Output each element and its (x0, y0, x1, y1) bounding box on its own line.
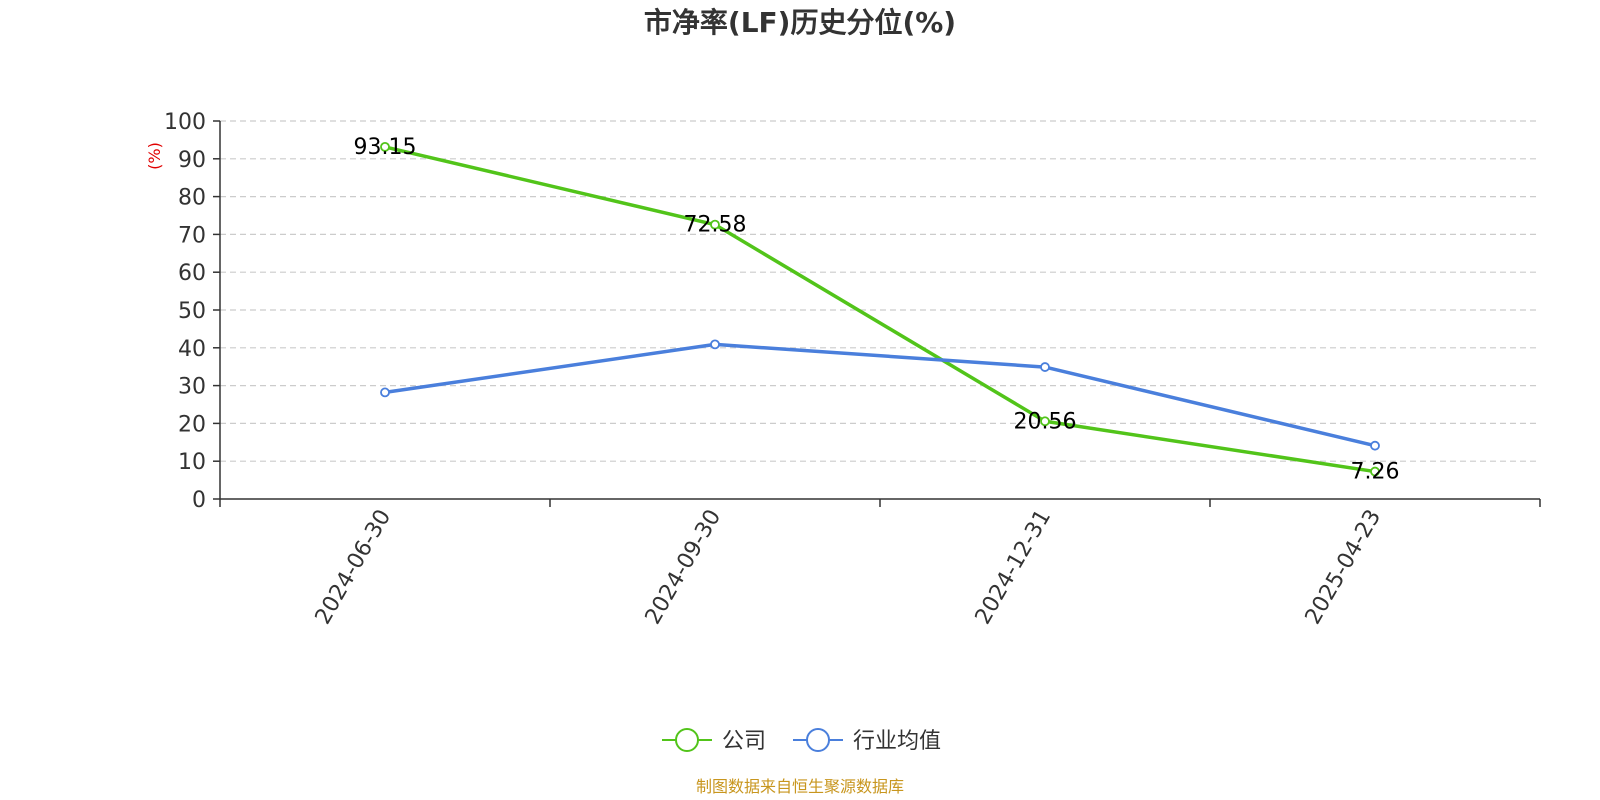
y-tick-label: 40 (178, 337, 206, 362)
series: 93.15 72.58 20.56 7.26 (354, 135, 1400, 485)
data-point[interactable] (1040, 362, 1050, 372)
data-point[interactable] (710, 219, 720, 230)
chart-title: 市净率(LF)历史分位(%) (644, 6, 956, 39)
data-point[interactable] (380, 141, 390, 152)
y-tick-label: 20 (178, 412, 206, 437)
legend-label: 行业均值 (853, 729, 941, 754)
data-point[interactable] (380, 387, 390, 398)
legend-swatch-marker (675, 728, 699, 752)
y-tick-label: 100 (164, 110, 206, 135)
y-axis-ticks: 0 10 20 30 40 50 60 70 80 90 100 (164, 110, 220, 513)
data-point[interactable] (1370, 440, 1380, 451)
data-label: 20.56 (1014, 409, 1077, 434)
y-tick-label: 70 (178, 223, 206, 248)
data-source: 制图数据来自恒生聚源数据库 (696, 777, 904, 796)
legend-item-0[interactable]: 公司 (662, 728, 766, 754)
y-tick-label: 0 (192, 488, 206, 513)
y-tick-label: 30 (178, 375, 206, 400)
data-point[interactable] (710, 339, 720, 350)
y-axis-unit: (%) (145, 142, 164, 170)
y-tick-label: 80 (178, 186, 206, 211)
y-tick-label: 50 (178, 299, 206, 324)
x-tick-label: 2024-12-31 (971, 506, 1057, 629)
legend-swatch-marker (806, 728, 830, 752)
y-tick-label: 10 (178, 450, 206, 475)
data-point[interactable] (1370, 466, 1380, 477)
legend-item-1[interactable]: 行业均值 (793, 728, 941, 754)
x-tick-label: 2025-04-23 (1301, 506, 1387, 629)
grid (220, 120, 1540, 462)
data-label: 7.26 (1351, 460, 1400, 485)
series-line (384, 145, 1376, 474)
y-tick-label: 90 (178, 148, 206, 173)
series-0: 93.15 72.58 20.56 7.26 (354, 135, 1400, 485)
data-label: 93.15 (354, 135, 417, 160)
legend[interactable]: 公司 行业均值 (662, 728, 941, 754)
series-1 (380, 339, 1380, 451)
legend-label: 公司 (722, 729, 766, 754)
series-line (384, 342, 1376, 448)
y-tick-label: 60 (178, 261, 206, 286)
x-tick-label: 2024-09-30 (641, 506, 727, 629)
x-tick-label: 2024-06-30 (311, 506, 397, 629)
data-point[interactable] (1040, 416, 1050, 427)
x-axis-ticks: 2024-06-30 2024-09-30 2024-12-31 2025-04-23 (219, 499, 1541, 629)
data-label: 72.58 (684, 213, 747, 238)
